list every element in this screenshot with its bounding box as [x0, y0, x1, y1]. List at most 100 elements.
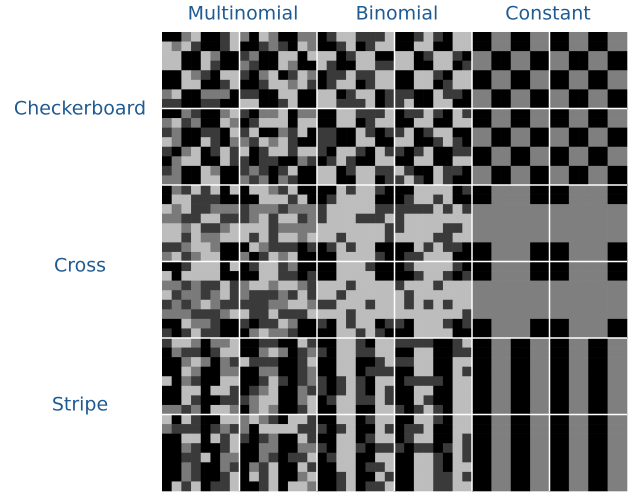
- pixel: [307, 156, 318, 167]
- pixel: [559, 357, 570, 367]
- pixel: [355, 251, 366, 262]
- pixel: [239, 185, 250, 195]
- pixel: [229, 290, 240, 301]
- pixel: [481, 414, 492, 425]
- pixel: [229, 194, 240, 205]
- pixel: [394, 452, 405, 463]
- pixel: [181, 213, 192, 224]
- pixel: [394, 433, 405, 444]
- pixel: [481, 433, 492, 444]
- pixel: [568, 156, 579, 167]
- pixel: [617, 223, 628, 234]
- pixel: [520, 318, 531, 329]
- pixel: [229, 118, 240, 128]
- pixel: [423, 165, 434, 176]
- pixel: [200, 32, 211, 42]
- pixel: [287, 309, 298, 320]
- pixel: [287, 98, 298, 109]
- pixel: [491, 223, 502, 234]
- pixel: [258, 481, 269, 492]
- pixel: [559, 213, 570, 224]
- pixel: [588, 481, 599, 492]
- pixel: [462, 261, 473, 272]
- pixel: [539, 318, 550, 329]
- pixel: [162, 79, 172, 90]
- pixel: [307, 433, 318, 444]
- pixel: [549, 299, 560, 310]
- pixel: [171, 146, 182, 157]
- pixel: [452, 127, 463, 138]
- pixel: [413, 41, 424, 52]
- pixel: [278, 347, 289, 358]
- pixel: [481, 108, 492, 119]
- pixel: [568, 89, 579, 100]
- pixel: [346, 424, 357, 434]
- pixel: [229, 60, 240, 71]
- pixel: [549, 98, 560, 109]
- pixel: [249, 60, 260, 71]
- pixel: [617, 395, 628, 406]
- pixel: [617, 213, 628, 224]
- pixel: [317, 376, 327, 387]
- pixel: [375, 376, 386, 387]
- pixel: [229, 452, 240, 463]
- pixel: [336, 41, 347, 52]
- pixel: [365, 280, 376, 291]
- pixel: [423, 433, 434, 444]
- pixel: [346, 185, 357, 195]
- pixel: [162, 280, 172, 291]
- pixel: [530, 357, 541, 367]
- pixel: [239, 79, 250, 90]
- pixel: [530, 175, 541, 186]
- pixel: [617, 51, 628, 61]
- pixel: [181, 194, 192, 205]
- pixel: [171, 357, 182, 367]
- pixel: [404, 404, 415, 415]
- pixel: [530, 347, 541, 358]
- pixel: [171, 89, 182, 100]
- pixel: [326, 213, 337, 224]
- pixel: [210, 395, 221, 406]
- pixel: [617, 462, 628, 473]
- pixel: [297, 213, 308, 224]
- pixel: [597, 223, 608, 234]
- pixel: [617, 70, 628, 81]
- pixel: [229, 471, 240, 482]
- pixel: [375, 60, 386, 71]
- pixel: [355, 290, 366, 301]
- pixel: [568, 280, 579, 291]
- pixel: [394, 32, 405, 42]
- pixel: [404, 462, 415, 473]
- pixel: [384, 60, 395, 71]
- pixel: [287, 376, 298, 387]
- pixel: [268, 79, 279, 90]
- pixel: [375, 328, 386, 339]
- pixel: [607, 98, 618, 109]
- pixel: [530, 452, 541, 463]
- pixel: [607, 452, 618, 463]
- pixel: [394, 79, 405, 90]
- pixel: [530, 60, 541, 71]
- pixel: [200, 481, 211, 492]
- pixel: [501, 471, 512, 482]
- pixel: [442, 366, 453, 377]
- pixel: [404, 98, 415, 109]
- pixel: [249, 41, 260, 52]
- pixel: [588, 70, 599, 81]
- pixel: [607, 338, 618, 348]
- pixel: [539, 213, 550, 224]
- pixel: [326, 70, 337, 81]
- pixel: [481, 242, 492, 253]
- pixel: [162, 41, 172, 52]
- pixel: [607, 271, 618, 281]
- pixel: [297, 347, 308, 358]
- pixel: [549, 204, 560, 214]
- pixel: [336, 471, 347, 482]
- pixel: [278, 462, 289, 473]
- pixel: [297, 452, 308, 463]
- pixel: [249, 443, 260, 454]
- pixel: [191, 433, 202, 444]
- pixel: [510, 357, 521, 367]
- pixel: [578, 481, 589, 492]
- pixel: [229, 366, 240, 377]
